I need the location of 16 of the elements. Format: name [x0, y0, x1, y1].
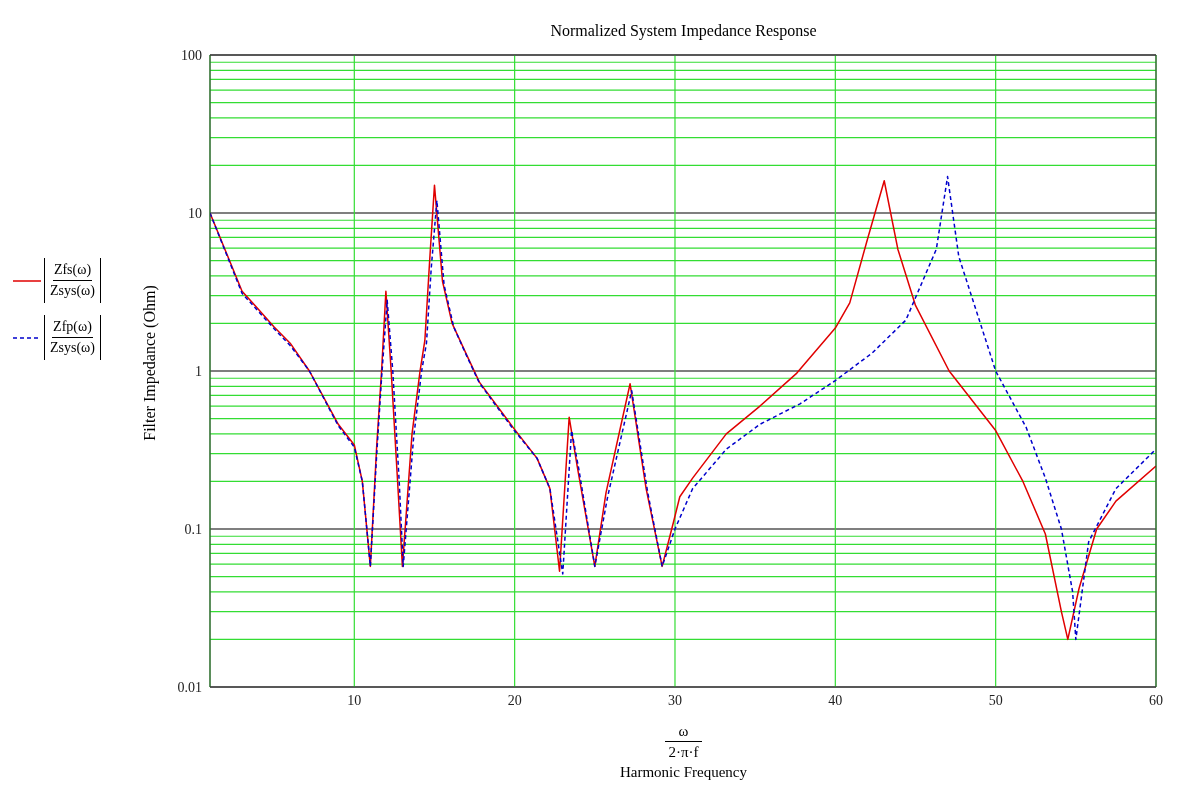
x-tick-label: 10 [347, 692, 362, 708]
x-tick-label: 50 [988, 692, 1003, 708]
y-tick-label: 0.1 [184, 521, 202, 537]
y-axis-title: Filter Impedance (Ohm) [141, 284, 159, 441]
x-tick-label: 20 [507, 692, 522, 708]
x-tick-label: 40 [828, 692, 843, 708]
x-tick-label: 60 [1149, 692, 1163, 708]
legend-label: Zfs(ω) Zsys(ω) [49, 261, 96, 300]
x-tick-label: 30 [667, 692, 682, 708]
y-tick-label: 1 [195, 363, 202, 379]
y-tick-label: 100 [181, 47, 202, 63]
y-tick-label: 10 [188, 205, 202, 221]
legend-label: Zfp(ω) Zsys(ω) [49, 318, 96, 357]
chart-title: Normalized System Impedance Response [549, 22, 818, 40]
x-axis-title: ω 2·π·f Harmonic Frequency [618, 722, 748, 782]
y-tick-label: 0.01 [177, 679, 202, 695]
